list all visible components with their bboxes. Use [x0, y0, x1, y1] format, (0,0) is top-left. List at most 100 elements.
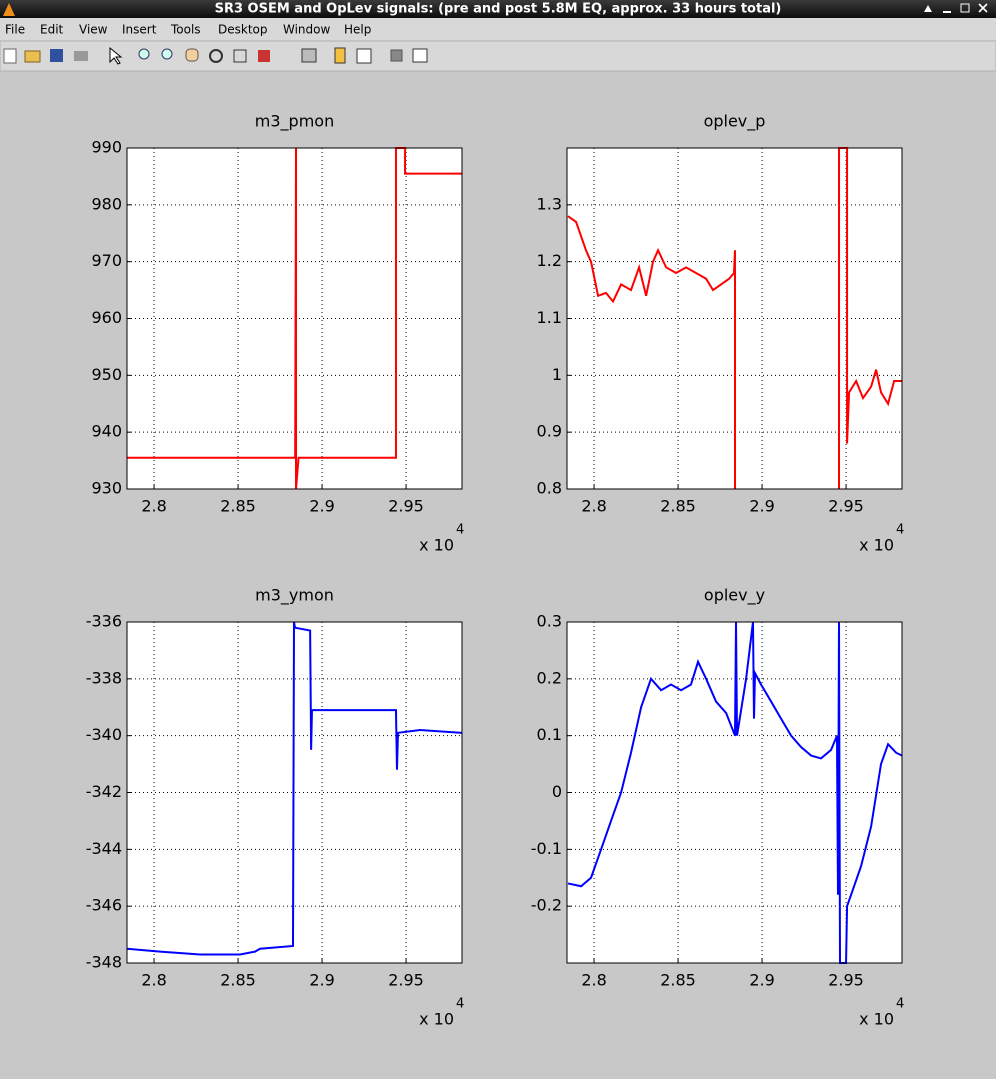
x-scale-label: x 10 — [419, 536, 454, 555]
x-tick-label: 2.9 — [309, 497, 334, 516]
x-tick-label: 2.95 — [388, 497, 424, 516]
zoom-in-icon[interactable] — [138, 48, 150, 60]
axes: 2.8 2.85 2.9 2.95 -0.2 -0.1 0 0.1 0.2 0.3 oplev_yx… — [531, 586, 905, 1029]
y-tick-label: 1.3 — [537, 194, 562, 213]
x-tick-label: 2.9 — [749, 497, 774, 516]
pan-icon[interactable] — [185, 48, 199, 62]
axes: 2.8 2.85 2.9 2.95 -348 -346 -344 -342 -340 -338 -3… — [86, 586, 465, 1029]
data-line — [127, 147, 462, 490]
open-icon[interactable] — [24, 50, 41, 63]
menu-item[interactable]: File — [5, 23, 25, 37]
x-scale-exponent: 4 — [456, 523, 464, 538]
datacursor-icon[interactable] — [233, 49, 247, 63]
axes-title: oplev_y — [704, 586, 765, 606]
maximize-up[interactable] — [924, 5, 932, 12]
y-tick-label: -342 — [86, 782, 122, 801]
axes: 2.8 2.85 2.9 2.95 930 940 950 960 970 980 990 m3_pm… — [91, 112, 464, 555]
x-scale-exponent: 4 — [456, 997, 464, 1012]
new-icon[interactable] — [3, 48, 17, 64]
y-tick-label: -0.1 — [531, 839, 562, 858]
menu-item[interactable]: Window — [283, 23, 331, 37]
x-tick-label: 2.8 — [581, 497, 606, 516]
y-tick-label: 0.3 — [537, 612, 562, 631]
y-tick-label: 0.1 — [537, 725, 562, 744]
print-icon[interactable] — [74, 51, 88, 61]
window-title: SR3 OSEM and OpLev signals: (pre and pos… — [215, 2, 782, 17]
menu-item[interactable]: View — [79, 23, 108, 37]
menu-bar — [0, 18, 996, 41]
toolbar-icons — [3, 46, 428, 65]
x-tick-label: 2.95 — [828, 971, 864, 990]
y-tick-label: 1.1 — [537, 308, 562, 327]
y-tick-label: 930 — [91, 479, 122, 498]
axes-title: m3_pmon — [255, 112, 334, 132]
axes-box — [126, 621, 463, 964]
hide-tools-icon[interactable] — [390, 49, 403, 62]
y-tick-label: 940 — [91, 422, 122, 441]
y-tick-label: 0.8 — [537, 479, 562, 498]
data-line — [567, 621, 902, 964]
close[interactable] — [978, 3, 988, 13]
y-tick-label: 1.2 — [537, 251, 562, 270]
brush-icon[interactable] — [258, 50, 270, 62]
x-scale-label: x 10 — [859, 1010, 894, 1029]
x-scale-label: x 10 — [419, 1010, 454, 1029]
y-tick-label: 0 — [552, 782, 562, 801]
title-bar — [0, 0, 996, 18]
y-tick-label: -346 — [86, 896, 122, 915]
x-tick-label: 2.95 — [828, 497, 864, 516]
x-scale-exponent: 4 — [896, 997, 904, 1012]
x-tick-label: 2.85 — [220, 497, 256, 516]
x-scale-exponent: 4 — [896, 523, 904, 538]
y-tick-label: 970 — [91, 251, 122, 270]
pointer-icon[interactable] — [109, 46, 123, 65]
link-icon[interactable] — [301, 48, 317, 63]
legend-icon[interactable] — [356, 48, 372, 64]
y-tick-label: -348 — [86, 953, 122, 972]
y-tick-label: -0.2 — [531, 896, 562, 915]
toolbar — [0, 40, 996, 72]
y-tick-label: -344 — [86, 839, 122, 858]
x-tick-label: 2.8 — [581, 971, 606, 990]
x-tick-label: 2.95 — [388, 971, 424, 990]
y-tick-label: 960 — [91, 308, 122, 327]
menu-item[interactable]: Desktop — [218, 23, 268, 37]
maximize[interactable] — [960, 3, 970, 13]
minimize[interactable] — [943, 11, 951, 13]
menu-item[interactable]: Edit — [40, 23, 64, 37]
y-tick-label: -338 — [86, 668, 122, 687]
x-tick-label: 2.8 — [141, 497, 166, 516]
y-tick-label: 0.9 — [537, 422, 562, 441]
y-tick-label: 990 — [91, 138, 122, 157]
axes-box — [566, 621, 903, 964]
zoom-out-icon[interactable] — [161, 48, 173, 60]
x-tick-label: 2.9 — [309, 971, 334, 990]
menu-item[interactable]: Help — [344, 23, 371, 37]
menu-item[interactable]: Tools — [170, 23, 201, 37]
x-scale-label: x 10 — [859, 536, 894, 555]
menu-item[interactable]: Insert — [122, 23, 157, 37]
x-tick-label: 2.85 — [660, 497, 696, 516]
axes: 2.8 2.85 2.9 2.95 0.8 0.9 1 1.1 1.2 1.3 oplev_px 1… — [537, 112, 905, 555]
axes-title: oplev_p — [704, 112, 766, 132]
colorbar-icon[interactable] — [334, 47, 346, 64]
y-tick-label: -340 — [86, 725, 122, 744]
axes-box — [566, 147, 903, 490]
x-tick-label: 2.85 — [220, 971, 256, 990]
x-tick-label: 2.8 — [141, 971, 166, 990]
y-tick-label: 980 — [91, 194, 122, 213]
window-controls[interactable] — [924, 3, 988, 13]
rotate-icon[interactable] — [209, 49, 223, 63]
save-icon[interactable] — [50, 49, 63, 62]
y-tick-label: 1 — [552, 365, 562, 384]
axes-title: m3_ymon — [255, 586, 334, 606]
show-tools-icon[interactable] — [412, 48, 428, 63]
y-tick-label: 950 — [91, 365, 122, 384]
y-tick-label: -336 — [86, 612, 122, 631]
x-tick-label: 2.9 — [749, 971, 774, 990]
y-tick-label: 0.2 — [537, 668, 562, 687]
app-icon — [3, 3, 15, 16]
axes-box — [126, 147, 463, 490]
data-line — [127, 621, 462, 956]
